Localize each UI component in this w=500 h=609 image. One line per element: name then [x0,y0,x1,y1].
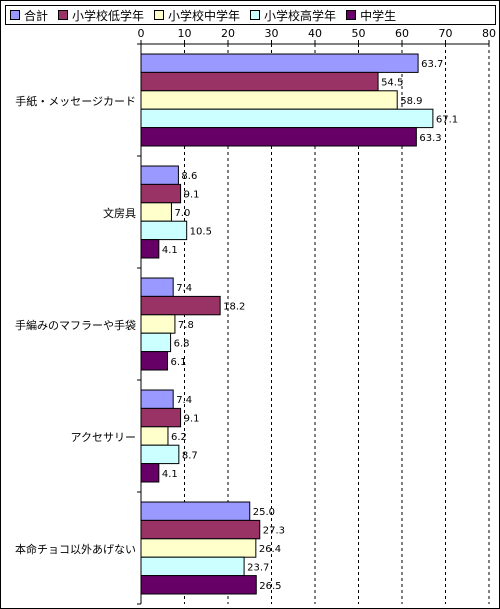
bar [140,314,176,334]
bar-value-label: 7.4 [176,283,192,294]
category-label: アクセサリー [71,431,136,444]
bar-value-label: 6.2 [171,432,187,443]
legend-swatch-upper-elementary [250,10,261,20]
x-tick-label: 20 [221,27,235,40]
legend-item-middle-elementary: 小学校中学年 [154,7,240,24]
bar-value-label: 7.4 [176,395,192,406]
legend-label-upper-elementary: 小学校高学年 [264,8,337,23]
bar-value-label: 63.3 [419,133,441,144]
legend-label-middle-elementary: 小学校中学年 [168,8,241,23]
bar-value-label: 6.1 [171,357,187,368]
legend-label-junior-high: 中学生 [360,8,397,23]
bar-value-label: 6.8 [174,338,190,349]
bar [140,463,160,483]
bar-value-label: 4.1 [162,469,178,480]
legend-item-upper-elementary: 小学校高学年 [250,7,336,24]
bar [140,407,182,428]
bar [140,202,172,222]
bar-value-label: 27.3 [263,526,285,537]
bar-value-label: 63.7 [421,59,443,70]
bar [140,426,169,446]
bar-value-label: 9.1 [184,414,200,425]
bar-value-label: 26.5 [259,581,281,592]
x-tick-label: 60 [395,27,409,40]
bar-value-label: 26.4 [259,544,281,555]
bar [140,389,174,409]
bar [140,575,257,595]
legend: 合計 小学校低学年 小学校中学年 小学校高学年 中学生 [5,5,496,25]
bar-value-label: 58.9 [400,96,422,107]
legend-label-total: 合計 [24,8,49,23]
bar [140,239,160,259]
bar [140,127,417,147]
bar [140,165,179,185]
bar [140,220,188,241]
x-tick-label: 70 [439,27,453,40]
legend-swatch-lower-elementary [58,10,69,20]
x-tick-label: 10 [178,27,192,40]
x-tick-label: 50 [352,27,366,40]
bar [140,90,398,110]
bar [140,519,261,540]
bar-value-label: 25.0 [253,507,275,518]
legend-item-lower-elementary: 小学校低学年 [58,7,144,24]
x-tick-label: 40 [308,27,322,40]
bar-value-label: 67.1 [436,114,458,125]
legend-swatch-junior-high [346,10,357,20]
bar-value-label: 10.5 [190,226,212,237]
bar-value-label: 4.1 [162,245,178,256]
bar [140,295,221,316]
bar [140,351,169,371]
bar-value-label: 7.8 [178,320,194,331]
bar [140,444,180,465]
bar [140,183,182,204]
category-label: 文房具 [103,206,136,220]
bar-value-label: 18.2 [223,302,245,313]
x-tick-label: 0 [138,27,145,40]
bar [140,332,172,353]
bar [140,277,174,297]
category-label: 手紙・メッセージカード [15,94,136,108]
bar-value-label: 8.7 [182,450,198,461]
bar-value-label: 23.7 [247,562,269,573]
bar-value-label: 7.0 [174,208,190,219]
bar [140,501,251,521]
legend-item-junior-high: 中学生 [346,7,396,24]
x-tick-label: 30 [265,27,279,40]
legend-label-lower-elementary: 小学校低学年 [72,8,145,23]
legend-item-total: 合計 [10,7,48,24]
bar-value-label: 54.5 [381,78,403,89]
x-tick-label: 80 [482,27,496,40]
bar-value-label: 8.6 [181,171,197,182]
legend-swatch-total [10,10,20,20]
bar [140,53,419,73]
bar [140,71,379,92]
category-label: 手編みのマフラーや手袋 [15,318,136,332]
legend-swatch-middle-elementary [154,10,165,20]
category-label: 本命チョコ以外あげない [15,542,136,556]
bar [140,556,245,577]
bar-value-label: 9.1 [184,190,200,201]
bar [140,108,434,129]
bar [140,538,257,558]
